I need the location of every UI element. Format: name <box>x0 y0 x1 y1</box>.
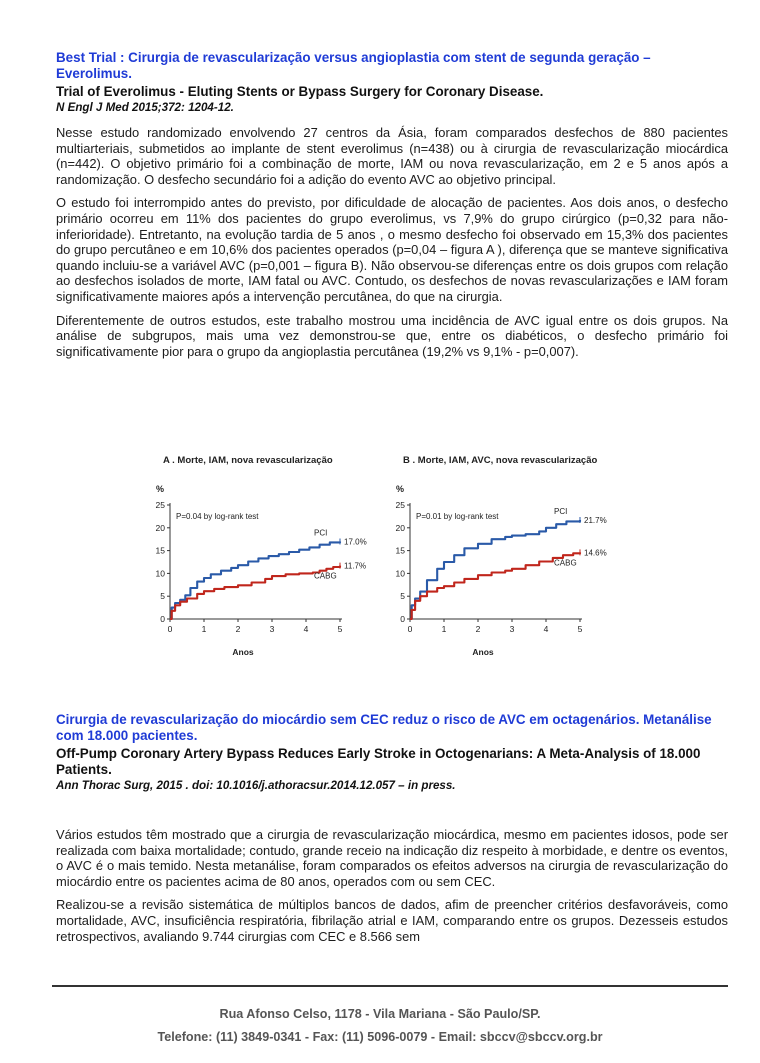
x-tick-label: 5 <box>578 624 583 634</box>
series-line-cabg <box>170 565 342 621</box>
y-tick-label: 25 <box>396 500 406 510</box>
x-tick-label: 4 <box>544 624 549 634</box>
series-name-label: CABG <box>554 558 577 567</box>
y-tick-label: 25 <box>156 500 166 510</box>
x-tick-label: 3 <box>270 624 275 634</box>
x-tick-label: 1 <box>202 624 207 634</box>
p-value-annotation: P=0.04 by log-rank test <box>176 512 259 521</box>
paragraph: Diferentemente de outros estudos, este t… <box>56 312 728 359</box>
article-title: Best Trial : Cirurgia de revascularizaçã… <box>56 50 651 81</box>
series-end-label: 21.7% <box>584 516 607 525</box>
series-name-label: PCI <box>554 507 567 516</box>
x-tick-label: 4 <box>304 624 309 634</box>
y-tick-label: 0 <box>400 614 405 624</box>
footer-contact: Telefone: (11) 3849-0341 - Fax: (11) 509… <box>157 1030 603 1044</box>
chart-a: A . Morte, IAM, nova revascularização% 0 5… <box>156 455 367 657</box>
series-line-pci <box>410 520 582 621</box>
y-tick-label: 5 <box>160 591 165 601</box>
footer-address: Rua Afonso Celso, 1178 - Vila Mariana - … <box>219 1007 541 1021</box>
footer-divider <box>52 985 728 987</box>
y-tick-label: 0 <box>160 614 165 624</box>
y-tick-label: 20 <box>396 523 406 533</box>
x-tick-label: 5 <box>338 624 343 634</box>
paragraph: Nesse estudo randomizado envolvendo 27 c… <box>56 125 728 187</box>
x-tick-label: 0 <box>168 624 173 634</box>
series-name-label: CABG <box>314 572 337 581</box>
article-citation: Ann Thorac Surg, 2015 . doi: 10.1016/j.a… <box>56 779 456 792</box>
series-end-label: 11.7% <box>344 562 366 571</box>
chart-title: A . Morte, IAM, nova revascularização <box>163 455 333 466</box>
article-citation: N Engl J Med 2015;372: 1204-12. <box>56 101 234 114</box>
x-axis-label: Anos <box>232 647 254 657</box>
x-tick-label: 1 <box>442 624 447 634</box>
x-tick-label: 3 <box>510 624 515 634</box>
x-tick-label: 2 <box>476 624 481 634</box>
chart-title: B . Morte, IAM, AVC, nova revascularizaç… <box>403 455 597 466</box>
series-end-label: 17.0% <box>344 537 367 546</box>
y-tick-label: 10 <box>156 568 166 578</box>
series-end-label: 14.6% <box>584 548 607 557</box>
y-tick-label: 20 <box>156 523 166 533</box>
kaplan-meier-figure: A . Morte, IAM, nova revascularização% 0 5… <box>156 455 607 657</box>
y-tick-label: 5 <box>400 591 405 601</box>
y-tick-label: 15 <box>396 546 406 556</box>
x-axis-label: Anos <box>472 647 494 657</box>
article-title: Cirurgia de revascularização do miocárdi… <box>56 712 712 743</box>
paragraph: O estudo foi interrompido antes do previ… <box>56 195 728 304</box>
y-tick-label: 15 <box>156 546 166 556</box>
series-line-pci <box>170 541 342 621</box>
chart-b: B . Morte, IAM, AVC, nova revascularizaç… <box>396 455 607 657</box>
section-off-pump: Cirurgia de revascularização do miocárdi… <box>56 712 728 944</box>
y-tick-label: 10 <box>396 568 406 578</box>
y-axis-label: % <box>396 484 404 494</box>
series-line-cabg <box>410 552 582 621</box>
paragraph: Realizou-se a revisão sistemática de múl… <box>56 897 728 944</box>
x-tick-label: 0 <box>408 624 413 634</box>
p-value-annotation: P=0.01 by log-rank test <box>416 512 499 521</box>
series-name-label: PCI <box>314 528 327 537</box>
paragraph: Vários estudos têm mostrado que a cirurg… <box>56 827 728 889</box>
x-tick-label: 2 <box>236 624 241 634</box>
article-subtitle: Trial of Everolimus - Eluting Stents or … <box>56 84 544 99</box>
section-best-trial: Best Trial : Cirurgia de revascularizaçã… <box>56 50 728 359</box>
y-axis-label: % <box>156 484 164 494</box>
article-subtitle: Off-Pump Coronary Artery Bypass Reduces … <box>56 746 701 777</box>
